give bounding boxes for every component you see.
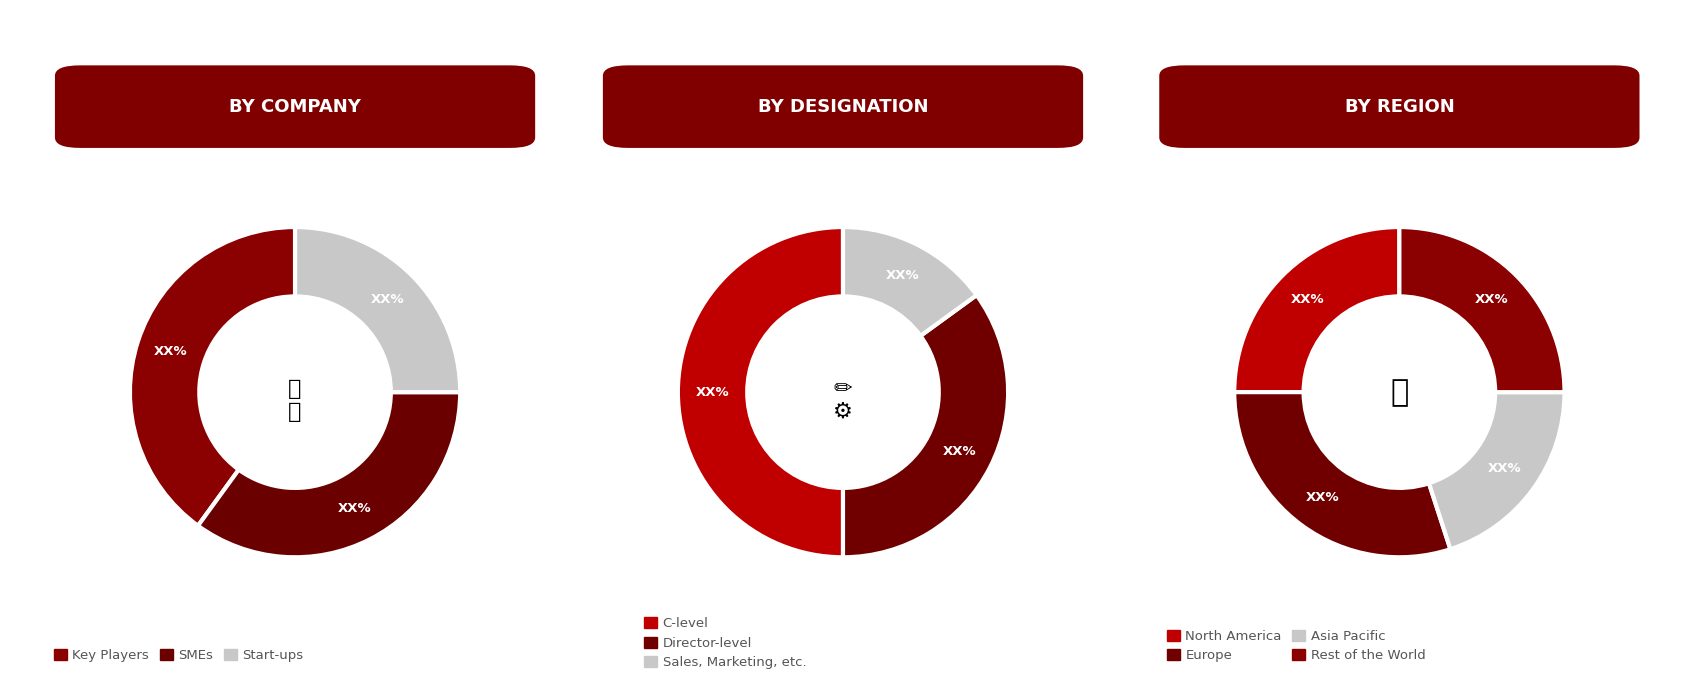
- Wedge shape: [1234, 392, 1450, 557]
- Text: XX%: XX%: [1307, 491, 1339, 504]
- Wedge shape: [843, 295, 1008, 557]
- Wedge shape: [197, 392, 460, 557]
- Text: BY DESIGNATION: BY DESIGNATION: [757, 98, 929, 116]
- Text: XX%: XX%: [885, 270, 919, 283]
- Legend: North America, Europe, Asia Pacific, Rest of the World: North America, Europe, Asia Pacific, Res…: [1162, 625, 1431, 667]
- Text: XX%: XX%: [371, 293, 405, 306]
- Text: ✏️
⚙️: ✏️ ⚙️: [833, 379, 853, 422]
- Text: XX%: XX%: [1475, 293, 1509, 306]
- Wedge shape: [1430, 392, 1565, 549]
- Wedge shape: [295, 227, 460, 392]
- Wedge shape: [130, 227, 295, 526]
- Text: XX%: XX%: [337, 502, 371, 515]
- Wedge shape: [678, 227, 843, 557]
- Wedge shape: [1399, 227, 1565, 392]
- Text: XX%: XX%: [153, 345, 187, 358]
- Text: XX%: XX%: [942, 445, 976, 458]
- Text: XX%: XX%: [696, 386, 730, 398]
- Wedge shape: [843, 227, 976, 336]
- Text: 🏢
👥: 🏢 👥: [288, 379, 302, 422]
- Text: BY REGION: BY REGION: [1344, 98, 1455, 116]
- Text: 🌍: 🌍: [1391, 378, 1408, 407]
- Legend: Key Players, SMEs, Start-ups: Key Players, SMEs, Start-ups: [49, 644, 309, 667]
- Wedge shape: [1234, 227, 1399, 392]
- Text: BY COMPANY: BY COMPANY: [229, 98, 361, 116]
- Text: XX%: XX%: [1489, 462, 1522, 475]
- Text: XX%: XX%: [1290, 293, 1324, 306]
- Legend: C-level, Director-level, Sales, Marketing, etc.: C-level, Director-level, Sales, Marketin…: [639, 612, 811, 674]
